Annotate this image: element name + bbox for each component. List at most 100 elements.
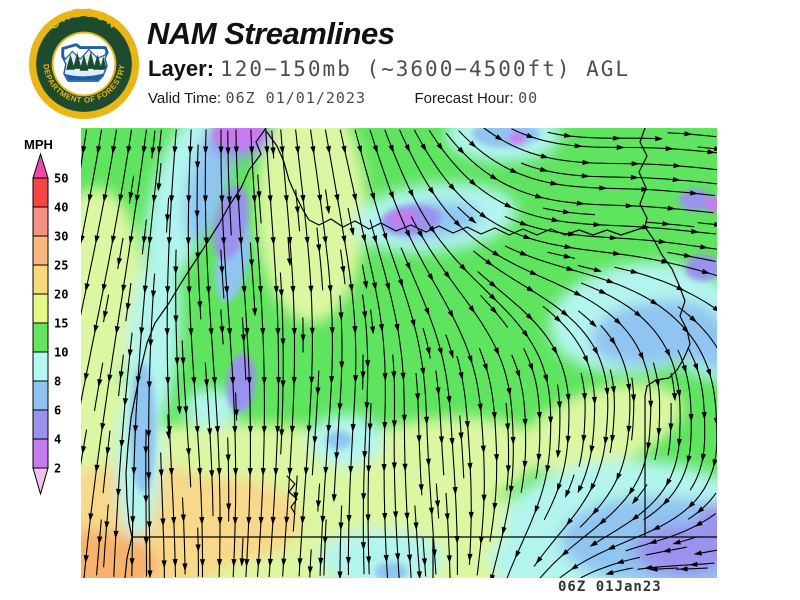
scale-segment — [32, 438, 49, 469]
scale-segment — [32, 206, 49, 237]
streamline — [435, 370, 445, 476]
wind-speed-blob — [508, 132, 526, 144]
page-title: NAM Streamlines — [147, 16, 395, 51]
geo-line — [266, 131, 646, 236]
streamline — [370, 309, 374, 331]
streamline — [472, 250, 609, 567]
scale-tick-label: 50 — [54, 172, 68, 186]
scale-segment — [32, 293, 49, 324]
scale-segment — [32, 264, 49, 295]
streamline — [577, 310, 595, 326]
streamline — [241, 537, 244, 563]
streamline — [81, 129, 133, 405]
wind-speed-blob — [213, 128, 265, 149]
scale-tick-label: 8 — [54, 375, 61, 389]
streamline — [287, 237, 291, 263]
streamline — [413, 129, 717, 277]
streamline — [333, 295, 343, 499]
streamline — [445, 132, 714, 214]
wind-speed-blob — [81, 530, 159, 578]
scale-tick-label: 6 — [54, 404, 61, 418]
streamline — [445, 492, 451, 578]
streamline — [165, 197, 170, 233]
scale-tick-label: 2 — [54, 462, 61, 476]
streamline — [520, 162, 717, 185]
wind-speed-blob — [326, 431, 352, 449]
streamline — [160, 452, 165, 578]
streamline — [652, 362, 661, 461]
streamline — [422, 537, 427, 577]
wind-speed-blob — [687, 322, 717, 370]
streamline — [556, 384, 561, 455]
streamline — [81, 129, 103, 245]
streamline — [687, 492, 717, 520]
map-timestamp: 06Z 01Jan23 — [558, 579, 662, 595]
streamline — [339, 249, 346, 285]
streamline — [676, 536, 697, 544]
geo-line — [638, 128, 648, 228]
wind-speed-scale: MPH 50 40 30 25 20 15 10 8 6 4 2 — [24, 137, 68, 496]
streamline — [167, 414, 170, 436]
streamline — [578, 372, 586, 467]
scale-tip-top — [32, 152, 49, 179]
wind-speed-blob — [389, 210, 417, 226]
streamline — [316, 227, 324, 291]
geo-line — [644, 226, 691, 397]
scale-tick-label: 30 — [54, 230, 68, 244]
streamline — [504, 215, 717, 250]
scale-segment — [32, 177, 49, 208]
streamline — [459, 415, 465, 479]
streamline — [141, 219, 147, 255]
scale-segment — [32, 235, 49, 266]
wind-speed-blob — [184, 388, 238, 428]
valid-time-value: 06Z 01/01/2023 — [225, 89, 366, 107]
streamline — [625, 513, 717, 552]
streamline — [415, 372, 423, 496]
valid-time-label: Valid Time: — [148, 90, 222, 107]
streamline — [241, 317, 247, 381]
streamline — [505, 402, 510, 491]
scale-segment — [32, 351, 49, 382]
scale-segment — [32, 380, 49, 411]
scale-tick-label: 15 — [54, 317, 68, 331]
streamline — [347, 207, 354, 233]
wind-speed-blob — [319, 530, 443, 578]
streamline-map — [81, 128, 717, 578]
odf-logo: OREGON DEPARTMENT OF FORESTRY — [28, 6, 140, 120]
streamline — [220, 309, 224, 345]
scale-tick-label: 10 — [54, 346, 68, 360]
layer-row: Layer: 120−150mb (~3600−4500ft) AGL — [148, 56, 630, 82]
scale-segment — [32, 409, 49, 440]
streamline — [697, 146, 717, 150]
streamline — [227, 130, 232, 236]
layer-label: Layer: — [148, 56, 215, 81]
streamline — [697, 222, 717, 226]
streamline — [158, 162, 162, 188]
streamline — [580, 556, 641, 578]
streamline — [477, 271, 570, 521]
streamline — [677, 306, 717, 349]
streamline — [103, 504, 109, 568]
streamline — [542, 305, 596, 491]
scale-tick-label: 40 — [54, 201, 68, 215]
streamline — [361, 264, 367, 286]
streamline — [580, 282, 681, 546]
scale-tick-label: 25 — [54, 259, 68, 273]
streamline — [458, 130, 716, 197]
map-canvas — [81, 128, 717, 578]
scale-title: MPH — [24, 137, 53, 152]
streamline — [125, 282, 132, 322]
streamline — [614, 266, 717, 311]
streamline — [631, 377, 635, 441]
scale-tip-bottom — [32, 467, 49, 496]
scale-tick-label: 4 — [54, 433, 61, 447]
streamline — [511, 128, 717, 154]
streamline — [577, 264, 599, 272]
streamline — [181, 497, 186, 575]
logo-trees — [66, 51, 107, 71]
streamline — [361, 294, 369, 575]
streamline — [653, 567, 679, 570]
streamline — [102, 430, 111, 494]
streamline — [456, 355, 472, 565]
